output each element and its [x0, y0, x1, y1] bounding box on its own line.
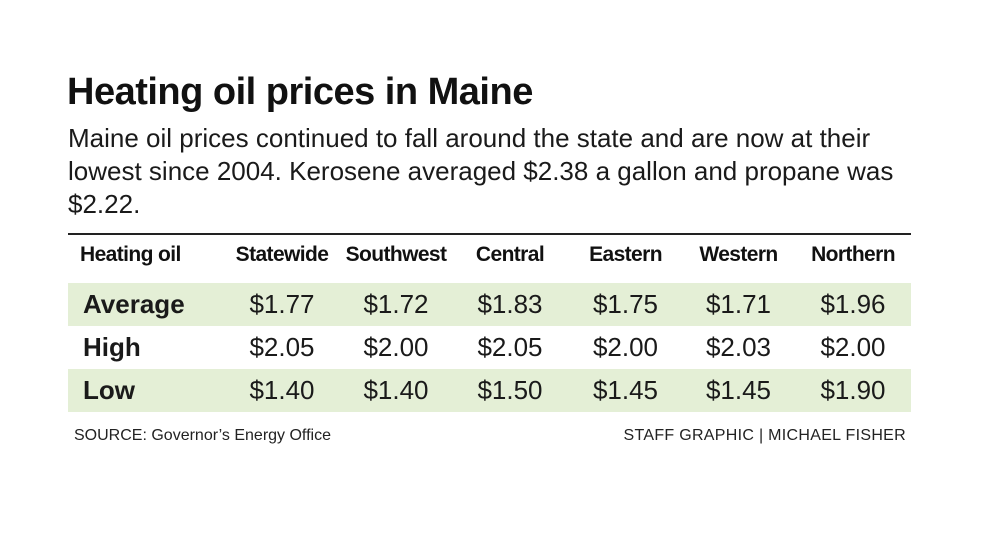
table-cell: $1.83	[451, 275, 569, 326]
table-cell: $1.90	[795, 369, 911, 412]
table-cell: $1.45	[682, 369, 795, 412]
table-cell: $1.96	[795, 275, 911, 326]
column-header: Eastern	[589, 243, 662, 266]
table-header-row: Heating oil Statewide Southwest Central …	[68, 234, 911, 279]
table-row-average: Average $1.77 $1.72 $1.83 $1.75 $1.71 $1…	[68, 275, 911, 326]
table-row-low: Low $1.40 $1.40 $1.50 $1.45 $1.45 $1.90	[68, 369, 911, 412]
table-cell: $1.40	[223, 369, 341, 412]
chart-title: Heating oil prices in Maine	[67, 71, 533, 113]
table-cell: $1.71	[682, 275, 795, 326]
table-cell: $2.05	[249, 332, 315, 362]
table-row-high: High $2.05 $2.00 $2.05 $2.00 $2.03 $2.00	[68, 326, 911, 369]
table-cell: $1.50	[451, 369, 569, 412]
source-note: SOURCE: Governor’s Energy Office	[74, 427, 331, 444]
row-label: Low	[68, 369, 223, 412]
row-label: High	[83, 332, 141, 362]
chart-subtitle: Maine oil prices continued to fall aroun…	[68, 123, 894, 219]
price-table: Heating oil Statewide Southwest Central …	[68, 233, 911, 412]
table-cell: $1.40	[341, 369, 451, 412]
table-cell: $1.72	[341, 275, 451, 326]
column-header: Central	[475, 243, 545, 266]
row-label: Average	[68, 275, 223, 326]
column-header: Northern	[811, 243, 895, 266]
column-header: Statewide	[235, 243, 329, 266]
price-table-container: Heating oil Statewide Southwest Central …	[68, 233, 911, 412]
table-cell: $2.00	[363, 332, 429, 362]
graphic-credit: STAFF GRAPHIC | MICHAEL FISHER	[623, 427, 906, 444]
table-cell: $1.77	[223, 275, 341, 326]
table-cell: $2.05	[477, 332, 543, 362]
column-header: Heating oil	[80, 243, 181, 266]
table-cell: $1.75	[569, 275, 682, 326]
table-cell: $2.00	[820, 332, 886, 362]
table-cell: $2.00	[592, 332, 659, 362]
column-header: Southwest	[345, 243, 447, 266]
table-cell: $2.03	[705, 332, 772, 362]
table-cell: $1.45	[569, 369, 682, 412]
column-header: Western	[699, 243, 778, 266]
